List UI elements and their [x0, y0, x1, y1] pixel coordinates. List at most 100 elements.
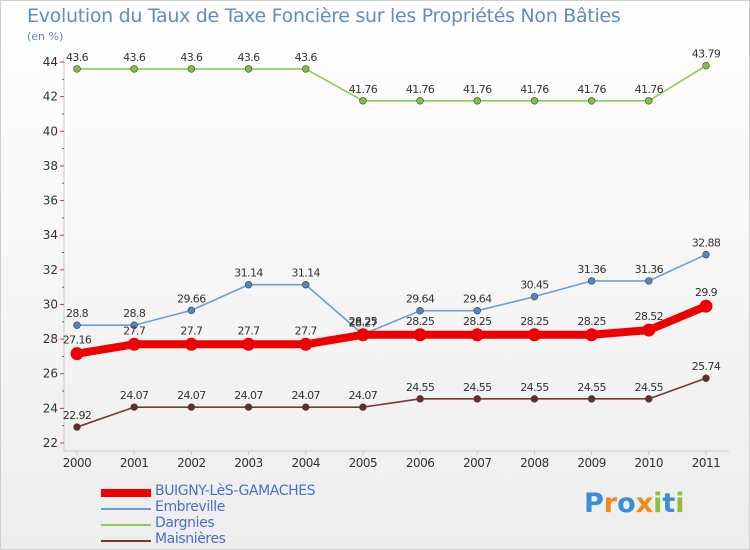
data-label: 24.07 [177, 389, 206, 402]
data-point [587, 277, 596, 285]
legend-label: Maisnières [155, 531, 226, 547]
x-tick-label: 2004 [291, 456, 320, 470]
data-labels: 43.6 43.6 43.6 43.6 43.6 41.76 41.76 41.76 41.76… [63, 48, 722, 422]
data-point [356, 328, 370, 342]
data-label: 30.45 [520, 279, 549, 292]
y-tick-label: 34 [43, 228, 58, 242]
data-point [530, 292, 539, 301]
data-label: 28.25 [520, 315, 549, 328]
data-label: 43.6 [237, 51, 260, 64]
data-label: 29.64 [463, 293, 492, 306]
data-label: 28.25 [349, 315, 378, 328]
data-point [127, 337, 141, 351]
data-label: 24.07 [120, 389, 149, 402]
axes: 22 24 26 28 30 32 34 36 38 40 42 44 2000 2001 2002 2003… [43, 55, 729, 470]
data-point [699, 299, 713, 313]
data-point [416, 97, 424, 105]
series-layer [70, 61, 713, 431]
data-point [473, 97, 481, 105]
data-point [470, 328, 484, 342]
data-point [416, 395, 424, 403]
y-tick-label: 38 [43, 159, 58, 173]
data-label: 43.6 [66, 51, 89, 64]
y-tick-label: 24 [43, 401, 58, 415]
legend-swatch [101, 508, 151, 510]
data-point [530, 395, 539, 403]
data-point [702, 250, 710, 259]
legend-swatch [101, 524, 151, 526]
data-label: 25.74 [692, 360, 721, 373]
data-label: 24.07 [291, 389, 320, 402]
series-line [76, 253, 707, 336]
data-label: 41.76 [349, 83, 378, 96]
data-point [187, 403, 196, 411]
data-label: 41.76 [520, 83, 549, 96]
data-point [587, 395, 596, 403]
data-label: 29.9 [695, 286, 718, 299]
y-tick-label: 32 [43, 263, 58, 277]
data-label: 31.36 [635, 263, 664, 276]
data-label: 41.76 [635, 83, 664, 96]
data-point [530, 97, 539, 105]
x-tick-label: 2003 [234, 456, 263, 470]
data-point [416, 306, 424, 315]
data-label: 43.6 [295, 51, 318, 64]
x-tick-label: 2010 [635, 456, 664, 470]
data-label: 28.25 [577, 315, 606, 328]
y-tick-label: 40 [43, 124, 58, 138]
data-point [359, 403, 367, 411]
data-label: 41.76 [577, 83, 606, 96]
data-point [73, 321, 81, 329]
series-line [73, 302, 710, 358]
y-tick-label: 44 [43, 55, 58, 69]
data-point [184, 337, 198, 351]
data-point [244, 65, 253, 73]
data-point [73, 65, 81, 73]
x-tick-label: 2009 [577, 456, 606, 470]
data-point [302, 403, 310, 411]
data-point [130, 65, 138, 73]
data-label: 27.16 [63, 334, 92, 347]
legend-label: Embreville [155, 499, 225, 515]
data-point [302, 281, 310, 289]
data-label: 29.64 [406, 293, 435, 306]
data-label: 27.7 [295, 324, 318, 337]
data-point [527, 328, 541, 342]
legend-swatch [101, 540, 151, 542]
y-tick-label: 22 [43, 436, 58, 450]
data-label: 24.07 [349, 389, 378, 402]
unit-label: (en %) [27, 30, 64, 43]
logo-letter: i [653, 488, 663, 519]
data-label: 43.6 [123, 51, 146, 64]
data-label: 28.27 [349, 316, 378, 329]
data-label: 28.25 [406, 315, 435, 328]
data-point [299, 337, 313, 351]
logo-letter: x [635, 488, 654, 519]
data-point [645, 97, 653, 105]
data-point [587, 97, 596, 105]
data-label: 27.7 [180, 324, 203, 337]
data-label: 43.6 [180, 51, 203, 64]
x-tick-label: 2006 [406, 456, 435, 470]
data-point [242, 337, 256, 351]
data-label: 29.66 [177, 292, 206, 305]
data-point [645, 395, 653, 403]
data-label: 24.55 [577, 381, 606, 394]
x-tick-label: 2011 [692, 456, 721, 470]
data-label: 31.14 [234, 267, 263, 280]
data-point [413, 328, 427, 342]
y-tick-label: 30 [43, 297, 58, 311]
logo-letter: i [675, 488, 685, 519]
data-label: 27.7 [237, 324, 260, 337]
data-point [187, 306, 196, 315]
data-point [130, 321, 138, 329]
data-label: 32.88 [692, 237, 721, 250]
y-tick-label: 36 [43, 194, 58, 208]
data-point [702, 374, 710, 382]
logo-letter: o [617, 488, 636, 519]
data-point [645, 277, 653, 285]
data-label: 28.8 [123, 307, 146, 320]
y-tick-label: 26 [43, 367, 58, 381]
data-label: 41.76 [406, 83, 435, 96]
